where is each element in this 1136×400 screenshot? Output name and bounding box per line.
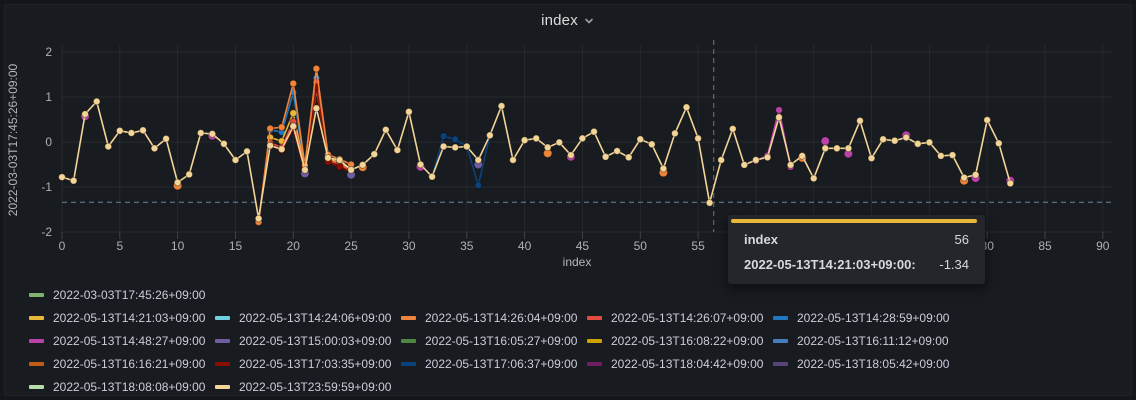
panel-title-menu[interactable]: index: [533, 10, 603, 31]
legend-series-label: 2022-05-13T17:03:35+09:00: [239, 357, 391, 371]
x-axis-title: index: [563, 255, 592, 269]
legend-series-swatch: [215, 316, 230, 320]
legend-series-label: 2022-05-13T23:59:59+09:00: [239, 380, 391, 394]
legend-series-label: 2022-05-13T16:05:27+09:00: [425, 334, 577, 348]
legend-item[interactable]: 2022-05-13T14:21:03+09:00: [29, 311, 215, 325]
legend-series-label: 2022-05-13T14:24:06+09:00: [239, 311, 391, 325]
svg-text:0: 0: [59, 239, 66, 253]
svg-text:50: 50: [634, 239, 648, 253]
gridlines: [62, 45, 1112, 239]
legend-item[interactable]: 2022-05-13T18:04:42+09:00: [587, 357, 773, 371]
svg-text:1: 1: [45, 90, 52, 104]
legend-series-label: 2022-05-13T14:26:04+09:00: [425, 311, 577, 325]
legend-item[interactable]: 2022-05-13T14:48:27+09:00: [29, 334, 215, 348]
legend-series-swatch: [773, 339, 788, 343]
legend-series-swatch: [401, 362, 416, 366]
svg-text:5: 5: [116, 239, 123, 253]
legend-series-label: 2022-05-13T14:26:07+09:00: [611, 311, 763, 325]
legend-row: 2022-03-03T17:45:26+09:00: [29, 283, 1126, 306]
svg-text:25: 25: [344, 239, 358, 253]
legend-row: 2022-05-13T16:16:21+09:00 2022-05-13T17:0…: [29, 352, 1126, 375]
svg-text:90: 90: [1096, 239, 1110, 253]
legend-series-swatch: [587, 339, 602, 343]
tooltip-series-value: -1.34: [939, 257, 969, 272]
legend-series-swatch: [587, 316, 602, 320]
svg-text:30: 30: [402, 239, 416, 253]
legend: 2022-03-03T17:45:26+09:00 2022-05-13T14:2…: [29, 283, 1126, 398]
svg-text:40: 40: [518, 239, 532, 253]
legend-series-swatch: [773, 316, 788, 320]
svg-text:55: 55: [691, 239, 705, 253]
legend-series-swatch: [29, 339, 44, 343]
svg-text:10: 10: [171, 239, 185, 253]
y-axis-title: 2022-03-03T17:45:26+09:00: [6, 63, 20, 216]
panel-header: index: [0, 8, 1136, 32]
legend-series-label: 2022-05-13T17:06:37+09:00: [425, 357, 577, 371]
legend-series-label: 2022-05-13T14:48:27+09:00: [53, 334, 205, 348]
legend-item[interactable]: 2022-05-13T14:28:59+09:00: [773, 311, 959, 325]
legend-item[interactable]: 2022-05-13T14:24:06+09:00: [215, 311, 401, 325]
legend-series-swatch: [29, 385, 44, 389]
legend-item[interactable]: 2022-05-13T15:00:03+09:00: [215, 334, 401, 348]
legend-series-label: 2022-05-13T18:08:08+09:00: [53, 380, 205, 394]
svg-text:35: 35: [460, 239, 474, 253]
legend-item[interactable]: 2022-05-13T23:59:59+09:00: [215, 380, 401, 394]
svg-text:45: 45: [576, 239, 590, 253]
y-axis-tick-labels: 2 1 0 -1 -2: [41, 45, 52, 239]
legend-item[interactable]: 2022-05-13T16:11:12+09:00: [773, 334, 959, 348]
svg-text:15: 15: [229, 239, 243, 253]
legend-series-swatch: [401, 316, 416, 320]
legend-series-label: 2022-05-13T16:16:21+09:00: [53, 357, 205, 371]
tooltip-header-label: index: [744, 232, 778, 247]
svg-text:0: 0: [45, 135, 52, 149]
legend-series-label: 2022-05-13T14:28:59+09:00: [797, 311, 949, 325]
legend-series-swatch: [401, 339, 416, 343]
legend-series-label: 2022-05-13T18:05:42+09:00: [797, 357, 949, 371]
legend-row: 2022-05-13T14:48:27+09:00 2022-05-13T15:0…: [29, 329, 1126, 352]
legend-series-swatch: [587, 362, 602, 366]
legend-series-label: 2022-05-13T16:08:22+09:00: [611, 334, 763, 348]
hover-tooltip: index 56 2022-05-13T14:21:03+09:00: -1.3…: [728, 215, 985, 284]
legend-item[interactable]: 2022-05-13T18:08:08+09:00: [29, 380, 215, 394]
tooltip-header-value: 56: [955, 232, 969, 247]
legend-item[interactable]: 2022-05-13T16:08:22+09:00: [587, 334, 773, 348]
legend-series-label: 2022-05-13T14:21:03+09:00: [53, 311, 205, 325]
legend-row: 2022-05-13T18:08:08+09:00 2022-05-13T23:5…: [29, 375, 1126, 398]
legend-series-swatch: [29, 293, 44, 297]
legend-series-label: 2022-05-13T15:00:03+09:00: [239, 334, 391, 348]
svg-text:-2: -2: [41, 225, 52, 239]
series-2022-05-13T23:59:59+09:00: [59, 98, 1014, 222]
legend-item[interactable]: 2022-05-13T14:26:07+09:00: [587, 311, 773, 325]
legend-item[interactable]: 2022-05-13T16:16:21+09:00: [29, 357, 215, 371]
legend-item[interactable]: 2022-05-13T18:05:42+09:00: [773, 357, 959, 371]
panel-title: index: [541, 12, 578, 29]
svg-text:20: 20: [287, 239, 301, 253]
legend-item[interactable]: 2022-05-13T17:06:37+09:00: [401, 357, 587, 371]
legend-series-swatch: [215, 385, 230, 389]
legend-series-swatch: [773, 362, 788, 366]
legend-item[interactable]: 2022-03-03T17:45:26+09:00: [29, 288, 215, 302]
legend-series-label: 2022-05-13T16:11:12+09:00: [797, 334, 949, 348]
legend-item[interactable]: 2022-05-13T14:26:04+09:00: [401, 311, 587, 325]
legend-item[interactable]: 2022-05-13T16:05:27+09:00: [401, 334, 587, 348]
legend-series-label: 2022-05-13T18:04:42+09:00: [611, 357, 763, 371]
legend-series-swatch: [29, 316, 44, 320]
tooltip-series-label: 2022-05-13T14:21:03+09:00:: [744, 257, 916, 272]
tooltip-series-color-bar: [731, 219, 977, 223]
legend-series-swatch: [215, 339, 230, 343]
svg-text:-1: -1: [41, 180, 52, 194]
legend-series-swatch: [29, 362, 44, 366]
svg-text:2: 2: [45, 45, 52, 59]
svg-text:85: 85: [1038, 239, 1052, 253]
legend-row: 2022-05-13T14:21:03+09:00 2022-05-13T14:2…: [29, 306, 1126, 329]
legend-series-swatch: [215, 362, 230, 366]
legend-series-label: 2022-03-03T17:45:26+09:00: [53, 288, 205, 302]
chevron-down-icon: [583, 14, 595, 26]
legend-item[interactable]: 2022-05-13T17:03:35+09:00: [215, 357, 401, 371]
